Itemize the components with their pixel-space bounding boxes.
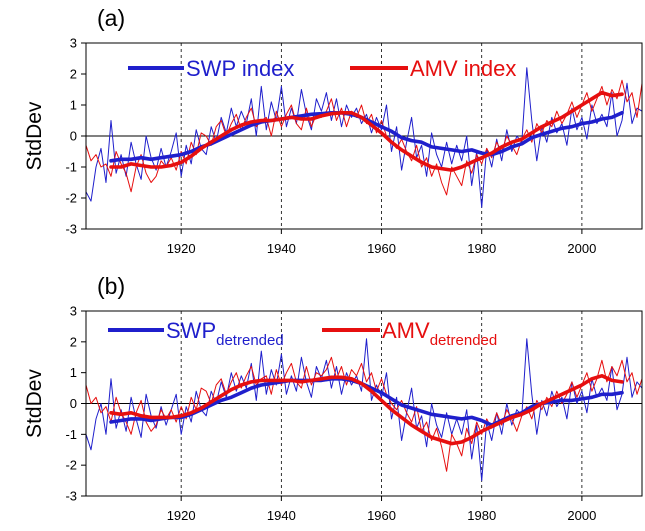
legend-label-main: AMV index (410, 56, 516, 81)
y-tick-label: 1 (70, 365, 77, 380)
y-tick-label: -3 (65, 489, 77, 504)
y-tick-label: -1 (65, 427, 77, 442)
y-tick-label: 2 (70, 67, 77, 82)
y-tick-label: -3 (65, 222, 77, 237)
x-tick-label: 1940 (267, 241, 296, 256)
legend-label-main: SWP index (186, 56, 294, 81)
x-tick-label: 1960 (367, 508, 396, 523)
annual-series-line-red (85, 79, 643, 196)
panel-a: (a) StdDev -3 -2 -1 0 1 2 3 1920 1940 1960 1980 2000 S… (23, 5, 643, 256)
legend-item: AMV index (350, 56, 516, 81)
x-tick-label: 1920 (167, 241, 196, 256)
legend-label-main: AMV (382, 318, 430, 343)
legend-label: SWPdetrended (166, 318, 284, 349)
y-tick-label: 1 (70, 98, 77, 113)
panel-label: (b) (97, 273, 125, 299)
x-tick-label: 2000 (567, 508, 596, 523)
y-tick-label: -2 (65, 191, 77, 206)
plot-frame (85, 310, 643, 497)
legend-item: AMVdetrended (322, 318, 497, 349)
y-tick-label: 3 (70, 304, 77, 319)
smoothed-series-line-red (109, 90, 624, 172)
legend-label-main: SWP (166, 318, 216, 343)
x-tick-label: 1940 (267, 508, 296, 523)
annual-series-line-blue (85, 338, 643, 482)
x-tick-label: 1960 (367, 241, 396, 256)
y-tick-label: 0 (70, 396, 77, 411)
y-tick-label: -2 (65, 458, 77, 473)
y-tick-label: 2 (70, 334, 77, 349)
x-tick-label: 1980 (467, 241, 496, 256)
panel-b: (b) StdDev -3 -2 -1 0 1 2 3 1920 1940 1960 1980 2000 S… (23, 273, 643, 523)
x-tick-label: 1920 (167, 508, 196, 523)
smoothed-series-line-red (109, 373, 624, 446)
legend-label-subscript: detrended (430, 332, 498, 349)
legend-item: SWP index (128, 56, 294, 81)
plot-frame (85, 42, 643, 230)
y-tick-label: -1 (65, 160, 77, 175)
legend-item: SWPdetrended (108, 318, 284, 349)
legend-label-subscript: detrended (216, 332, 284, 349)
x-tick-label: 2000 (567, 241, 596, 256)
y-axis-label: StdDev (23, 101, 46, 170)
y-axis-label: StdDev (23, 369, 46, 438)
legend-label: SWP index (186, 56, 294, 81)
y-tick-label: 0 (70, 129, 77, 144)
panel-label: (a) (97, 5, 125, 31)
legend-label: AMVdetrended (382, 318, 497, 349)
y-tick-label: 3 (70, 36, 77, 51)
annual-series-line-blue (85, 67, 643, 208)
legend-label: AMV index (410, 56, 516, 81)
x-tick-label: 1980 (467, 508, 496, 523)
